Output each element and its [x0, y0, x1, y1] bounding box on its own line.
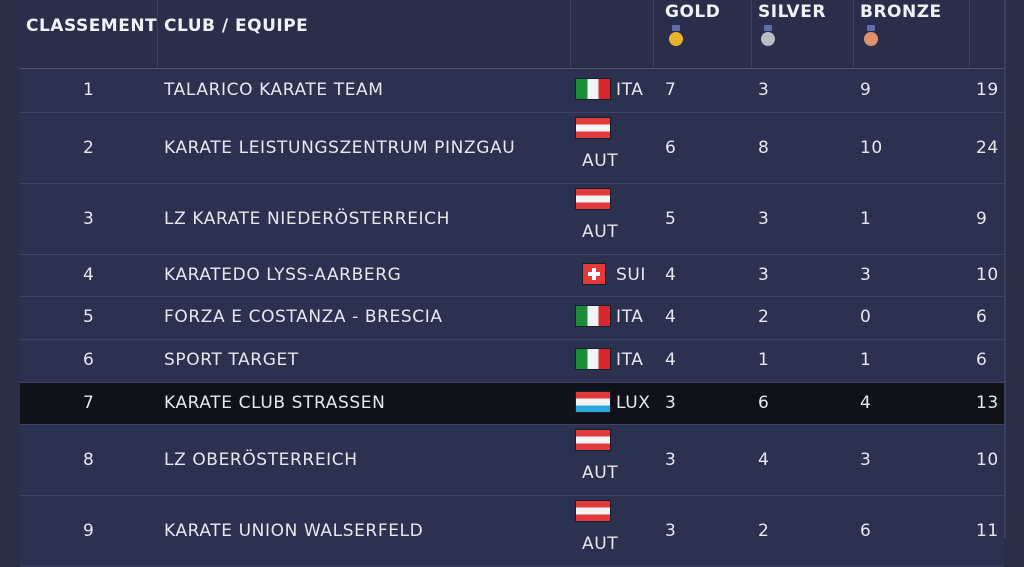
- gold-cell: 7: [665, 80, 677, 100]
- rank-cell: 1: [83, 80, 95, 100]
- country-code: LUX: [616, 393, 651, 413]
- gold-medal-icon: [669, 25, 683, 46]
- country-code: AUT: [582, 534, 619, 554]
- header-club[interactable]: CLUB / EQUIPE: [164, 16, 309, 36]
- club-cell: FORZA E COSTANZA - BRESCIA: [164, 307, 443, 327]
- aut-flag-icon: [576, 501, 610, 521]
- bronze-cell: 10: [860, 138, 883, 158]
- bronze-cell: 6: [860, 521, 872, 541]
- header-silver[interactable]: SILVER: [758, 2, 826, 22]
- club-cell: KARATE CLUB STRASSEN: [164, 393, 386, 413]
- silver-cell: 3: [758, 80, 770, 100]
- total-cell: 6: [976, 307, 988, 327]
- bronze-cell: 3: [860, 450, 872, 470]
- gold-cell: 4: [665, 307, 677, 327]
- table-row[interactable]: 9 KARATE UNION WALSERFELD 3 2 6 11 AUT: [20, 496, 1004, 567]
- rank-cell: 3: [83, 209, 95, 229]
- table-row[interactable]: 4 KARATEDO LYSS-AARBERG 4 3 3 10 SUI: [20, 255, 1004, 297]
- bronze-cell: 1: [860, 350, 872, 370]
- table-row[interactable]: 6 SPORT TARGET 4 1 1 6 ITA: [20, 340, 1004, 383]
- aut-flag-icon: [576, 118, 610, 138]
- bronze-cell: 1: [860, 209, 872, 229]
- silver-cell: 1: [758, 350, 770, 370]
- club-cell: TALARICO KARATE TEAM: [164, 80, 384, 100]
- table-row[interactable]: 3 LZ KARATE NIEDERÖSTERREICH 5 3 1 9 AUT: [20, 184, 1004, 255]
- header-col-divider: [571, 0, 654, 68]
- total-cell: 9: [976, 209, 988, 229]
- ranking-table: CLASSEMENT CLUB / EQUIPE GOLD SILVER BRO…: [20, 0, 1004, 567]
- rank-cell: 5: [83, 307, 95, 327]
- gold-cell: 3: [665, 393, 677, 413]
- country-code: ITA: [616, 307, 644, 327]
- header-gold[interactable]: GOLD: [665, 2, 721, 22]
- header-col-divider: [158, 0, 571, 68]
- header-col-divider: [654, 0, 752, 68]
- gold-cell: 6: [665, 138, 677, 158]
- country-code: AUT: [582, 222, 619, 242]
- right-border: [1004, 0, 1006, 538]
- bronze-cell: 0: [860, 307, 872, 327]
- rank-cell: 9: [83, 521, 95, 541]
- rank-cell: 8: [83, 450, 95, 470]
- club-cell: KARATE UNION WALSERFELD: [164, 521, 424, 541]
- total-cell: 19: [976, 80, 999, 100]
- country-code: AUT: [582, 463, 619, 483]
- silver-cell: 3: [758, 209, 770, 229]
- rank-cell: 6: [83, 350, 95, 370]
- silver-cell: 2: [758, 307, 770, 327]
- header-col-divider: [752, 0, 854, 68]
- table-row[interactable]: 1 TALARICO KARATE TEAM 7 3 9 19 ITA: [20, 69, 1004, 113]
- table-header: CLASSEMENT CLUB / EQUIPE GOLD SILVER BRO…: [20, 0, 1004, 69]
- total-cell: 6: [976, 350, 988, 370]
- club-cell: KARATEDO LYSS-AARBERG: [164, 265, 402, 285]
- table-row[interactable]: 8 LZ OBERÖSTERREICH 3 4 3 10 AUT: [20, 425, 1004, 496]
- bronze-medal-icon: [864, 25, 878, 46]
- silver-cell: 3: [758, 265, 770, 285]
- aut-flag-icon: [576, 430, 610, 450]
- silver-cell: 6: [758, 393, 770, 413]
- bronze-cell: 4: [860, 393, 872, 413]
- ita-flag-icon: [576, 79, 610, 99]
- header-bronze[interactable]: BRONZE: [860, 2, 942, 22]
- rank-cell: 7: [83, 393, 95, 413]
- table-row[interactable]: 5 FORZA E COSTANZA - BRESCIA 4 2 0 6 ITA: [20, 297, 1004, 340]
- rank-cell: 2: [83, 138, 95, 158]
- silver-cell: 2: [758, 521, 770, 541]
- aut-flag-icon: [576, 189, 610, 209]
- table-row[interactable]: 2 KARATE LEISTUNGSZENTRUM PINZGAU 6 8 10 24 AU…: [20, 113, 1004, 184]
- gold-cell: 3: [665, 450, 677, 470]
- ita-flag-icon: [576, 306, 610, 326]
- silver-cell: 8: [758, 138, 770, 158]
- table-row[interactable]: 7 KARATE CLUB STRASSEN 3 6 4 13 LUX: [20, 383, 1004, 425]
- header-col-divider: [20, 0, 158, 68]
- silver-cell: 4: [758, 450, 770, 470]
- club-cell: LZ KARATE NIEDERÖSTERREICH: [164, 209, 451, 229]
- total-cell: 11: [976, 521, 999, 541]
- rank-cell: 4: [83, 265, 95, 285]
- total-cell: 10: [976, 265, 999, 285]
- club-cell: LZ OBERÖSTERREICH: [164, 450, 358, 470]
- country-code: SUI: [616, 265, 647, 285]
- country-code: AUT: [582, 151, 619, 171]
- gold-cell: 3: [665, 521, 677, 541]
- bronze-cell: 3: [860, 265, 872, 285]
- country-code: ITA: [616, 350, 644, 370]
- total-cell: 10: [976, 450, 999, 470]
- header-rank[interactable]: CLASSEMENT: [26, 16, 158, 36]
- gold-cell: 4: [665, 265, 677, 285]
- gold-cell: 5: [665, 209, 677, 229]
- lux-flag-icon: [576, 392, 610, 412]
- country-code: ITA: [616, 80, 644, 100]
- silver-medal-icon: [761, 25, 775, 46]
- header-col-divider: [854, 0, 970, 68]
- ita-flag-icon: [576, 349, 610, 369]
- club-cell: SPORT TARGET: [164, 350, 299, 370]
- club-cell: KARATE LEISTUNGSZENTRUM PINZGAU: [164, 138, 516, 158]
- gold-cell: 4: [665, 350, 677, 370]
- sui-flag-icon: [583, 264, 605, 284]
- bronze-cell: 9: [860, 80, 872, 100]
- total-cell: 13: [976, 393, 999, 413]
- total-cell: 24: [976, 138, 999, 158]
